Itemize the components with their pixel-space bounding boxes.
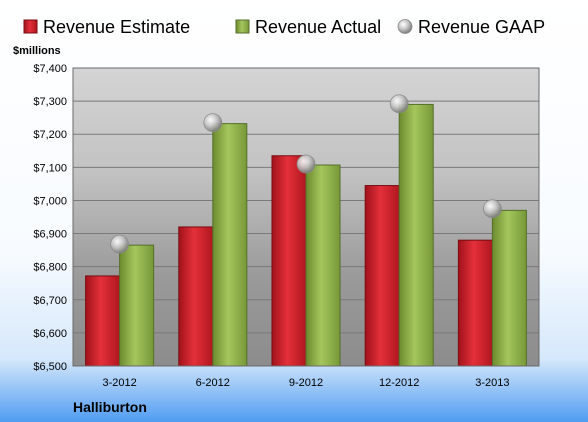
bar-revenue-estimate <box>85 275 121 367</box>
bars <box>85 103 527 367</box>
y-tick-label: $7,100 <box>33 162 67 174</box>
bar-revenue-estimate <box>457 239 493 367</box>
plot-border <box>72 67 540 367</box>
x-tick-label: 12-2012 <box>379 377 419 389</box>
y-tick-label: $6,900 <box>33 229 67 241</box>
y-tick-label: $6,700 <box>33 295 67 307</box>
company-name: Halliburton <box>73 399 147 415</box>
legend-label: Revenue Actual <box>255 17 381 37</box>
y-tick-label: $6,500 <box>33 361 67 373</box>
marker-revenue-gaap <box>203 113 223 133</box>
y-tick-label: $7,200 <box>33 129 67 141</box>
bar-revenue-actual <box>398 103 434 367</box>
bar-revenue-actual <box>491 209 527 367</box>
y-tick-label: $7,000 <box>33 195 67 207</box>
bar-revenue-estimate <box>178 226 214 367</box>
bar-revenue-actual <box>119 244 155 367</box>
y-tick-label: $7,300 <box>33 96 67 108</box>
marker-revenue-gaap <box>482 199 502 219</box>
legend-label: Revenue Estimate <box>43 17 190 37</box>
bar-revenue-actual <box>305 164 341 367</box>
bar-revenue-estimate <box>364 185 400 367</box>
y-tick-label: $6,600 <box>33 328 67 340</box>
bar-revenue-estimate <box>271 155 307 367</box>
legend: Revenue Estimate Revenue Actual Revenue GA… <box>23 17 545 37</box>
x-tick-label: 6-2012 <box>196 377 230 389</box>
marker-revenue-gaap <box>296 154 316 174</box>
y-tick-label: $7,400 <box>33 63 67 75</box>
gaap-markers <box>110 94 502 254</box>
legend-swatch <box>397 19 413 34</box>
bar-revenue-actual <box>212 123 248 367</box>
x-tick-label: 3-2012 <box>102 377 136 389</box>
y-axis-label: $millions <box>13 45 61 57</box>
marker-revenue-gaap <box>110 234 129 254</box>
legend-label: Revenue GAAP <box>418 17 545 37</box>
x-tick-label: 9-2012 <box>289 377 323 389</box>
legend-swatch <box>235 19 250 34</box>
y-tick-label: $6,800 <box>33 262 67 274</box>
legend-swatch <box>23 19 38 34</box>
marker-revenue-gaap <box>389 94 409 114</box>
axes: $6,500 $6,600 $6,700 $6,800 $6,900 $7,000 $7,1… <box>33 63 540 389</box>
x-tick-label: 3-2013 <box>475 377 509 389</box>
